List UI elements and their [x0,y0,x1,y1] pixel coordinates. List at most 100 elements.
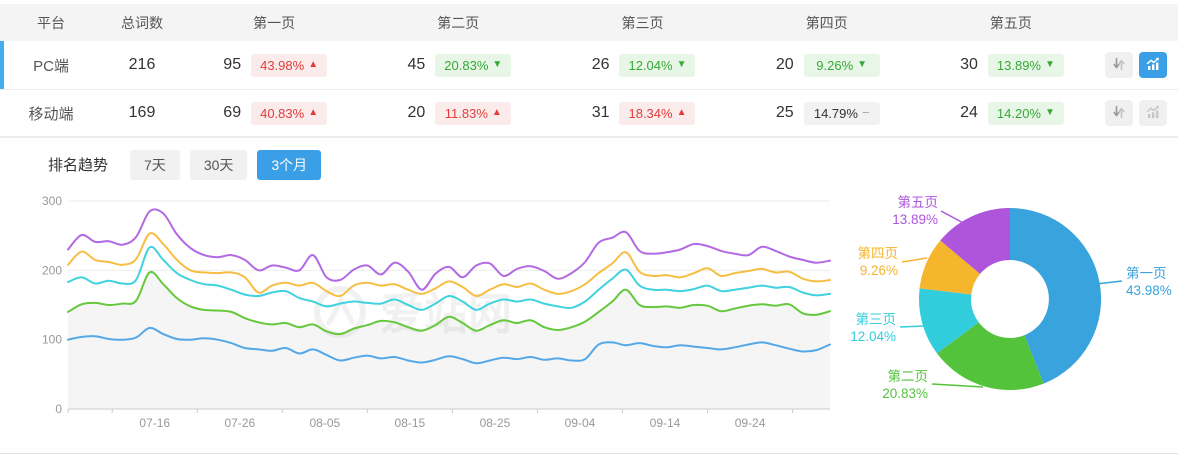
donut-label: 第二页 [888,368,929,384]
page-count: 95 [223,56,242,73]
table-row-mobile[interactable]: 移动端 169 69 40.83% ▲ 20 11.83% ▲ 31 18.34% ▲… [0,89,1178,138]
series-第四页 [67,232,831,298]
svg-text:09-04: 09-04 [565,416,596,430]
donut-label: 第三页 [856,311,897,327]
page2-cell: 45 20.83% ▼ [352,53,536,77]
rank-table: 平台 总词数 第一页 第二页 第三页 第四页 第五页 PC端 216 95 43… [0,0,1178,138]
page-count: 45 [407,56,426,73]
percent-badge: 13.89% ▼ [987,53,1064,77]
sort-arrows-icon [1112,105,1126,122]
svg-text:08-05: 08-05 [309,416,340,430]
svg-text:100: 100 [42,333,62,347]
col-header-page5: 第五页 [989,14,1032,31]
sort-button[interactable] [1104,100,1133,126]
percent-badge: 14.79% − [803,101,880,125]
donut-label: 第五页 [898,194,939,210]
tab-30days[interactable]: 30天 [189,149,248,180]
table-row-pc[interactable]: PC端 216 95 43.98% ▲ 45 20.83% ▼ 26 12.04% ▼… [0,41,1178,89]
page-count: 20 [407,104,426,121]
up-arrow-icon: ▲ [491,106,502,118]
page5-cell: 24 14.20% ▼ [905,101,1089,125]
down-arrow-icon: ▼ [857,58,868,70]
page-count: 25 [775,104,794,121]
tab-7days[interactable]: 7天 [130,149,180,180]
tab-3months[interactable]: 3个月 [257,149,322,180]
trend-title: 排名趋势 [48,157,109,174]
down-arrow-icon: ▼ [492,58,503,70]
platform-label: 移动端 [28,105,74,123]
series-第二页 [67,270,831,336]
total-words-value: 216 [128,56,156,73]
slice-第一页 [1010,207,1102,384]
page1-cell: 69 40.83% ▲ [168,101,352,125]
sort-arrows-icon [1112,57,1126,74]
page3-cell: 26 12.04% ▼ [536,53,720,77]
col-header-page3: 第三页 [621,14,664,31]
charts-area: 0 100 200 300 07-16 07-26 08-05 08-15 08-25 09-04… [0,178,1178,453]
aizhan-watermark: 爱站网 [314,286,512,339]
percent-badge: 18.34% ▲ [619,101,696,125]
up-arrow-icon: ▲ [308,106,319,118]
donut-percent: 13.89% [892,212,938,227]
trend-chart-icon [1145,104,1161,123]
up-arrow-icon: ▲ [308,58,319,70]
percent-badge: 9.26% ▼ [803,53,880,77]
svg-text:09-24: 09-24 [735,416,766,430]
up-arrow-icon: ▲ [676,106,687,118]
col-header-platform: 平台 [37,14,65,31]
series-第一页 [67,326,831,365]
page4-cell: 25 14.79% − [721,101,905,125]
flat-dash-icon: − [861,104,870,120]
slice-第四页 [919,240,981,295]
donut-percent: 9.26% [860,263,898,278]
page-count: 24 [960,104,978,121]
percent-badge: 12.04% ▼ [619,53,696,77]
trend-toolbar: 排名趋势 7天 30天 3个月 [48,149,1178,180]
svg-text:07-16: 07-16 [139,416,170,430]
page-distribution-donut-chart[interactable]: 第一页 43.98% 第二页 20.83% 第三页 12.04% 第四页 9.26% 第五页 13… [840,185,1178,438]
trend-chart-button[interactable] [1138,52,1167,78]
page-count: 31 [591,104,610,121]
down-arrow-icon: ▼ [676,58,687,70]
trend-chart-icon [1145,56,1161,75]
page5-cell: 30 13.89% ▼ [905,53,1089,77]
donut-label: 第一页 [1126,265,1167,281]
page-count: 26 [591,56,610,73]
table-header-row: 平台 总词数 第一页 第二页 第三页 第四页 第五页 [0,4,1178,41]
svg-text:200: 200 [42,263,62,277]
page-count: 30 [960,56,978,73]
svg-text:爱站网: 爱站网 [380,290,512,339]
slice-第五页 [940,208,1010,274]
donut-percent: 12.04% [850,329,896,344]
range-tabs: 7天 30天 3个月 [130,149,322,180]
platform-label: PC端 [33,57,69,75]
percent-badge: 43.98% ▲ [251,53,328,77]
col-header-page1: 第一页 [253,14,296,31]
down-arrow-icon: ▼ [1044,106,1055,118]
svg-text:07-26: 07-26 [224,416,255,430]
page2-cell: 20 11.83% ▲ [352,101,536,125]
donut-percent: 20.83% [882,386,928,401]
col-header-page2: 第二页 [437,14,480,31]
svg-text:08-15: 08-15 [395,416,426,430]
page-count: 69 [223,104,242,121]
slice-第三页 [918,288,979,354]
percent-badge: 11.83% ▲ [435,101,512,125]
rank-trend-line-chart[interactable]: 0 100 200 300 07-16 07-26 08-05 08-15 08-25 09-04… [40,185,840,447]
trend-chart-button[interactable] [1138,100,1167,126]
page3-cell: 31 18.34% ▲ [536,101,720,125]
percent-badge: 40.83% ▲ [251,101,328,125]
svg-text:08-25: 08-25 [480,416,511,430]
total-words-value: 169 [128,104,156,121]
col-header-page4: 第四页 [805,14,848,31]
donut-percent: 43.98% [1126,283,1172,298]
page4-cell: 20 9.26% ▼ [721,53,905,77]
series-第三页 [67,245,831,311]
percent-badge: 20.83% ▼ [435,53,512,77]
series-第五页 [67,208,831,291]
svg-text:300: 300 [42,194,62,208]
down-arrow-icon: ▼ [1044,58,1055,70]
sort-button[interactable] [1104,52,1133,78]
percent-badge: 14.20% ▼ [987,101,1064,125]
